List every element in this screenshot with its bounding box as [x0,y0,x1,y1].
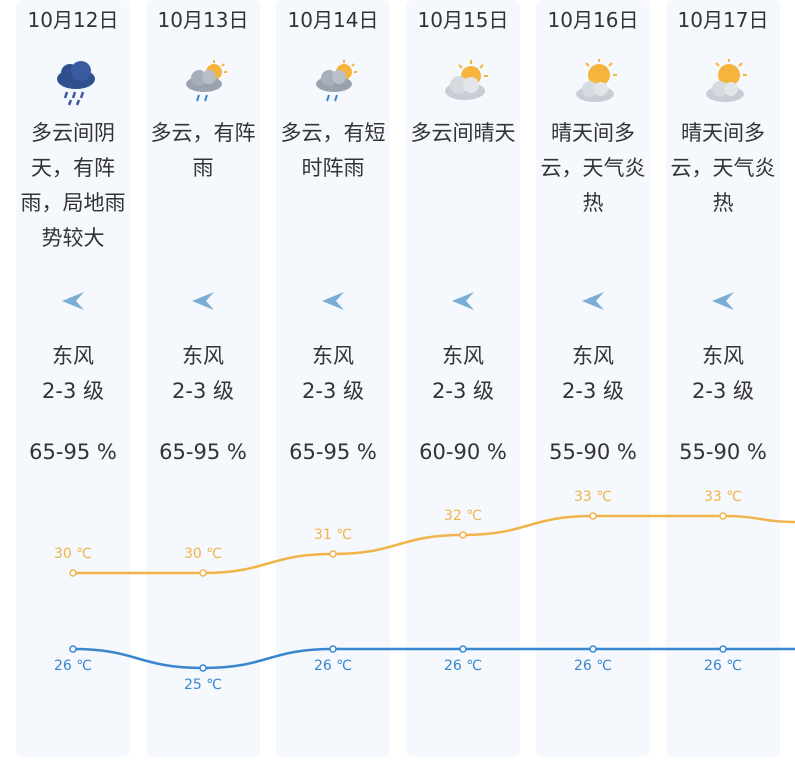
low-temp-point [69,645,77,653]
humidity-range: 60-90 % [419,440,507,464]
low-temp-line [72,647,795,670]
wind-level: 2-3 级 [692,379,754,403]
humidity-range: 55-90 % [679,440,767,464]
wind-arrow-icon [62,292,84,310]
low-temp-point [329,645,337,653]
date-label: 10月13日 [157,8,249,32]
wind-direction: 东风 [52,344,94,368]
wind-level: 2-3 级 [172,379,234,403]
humidity-range: 55-90 % [549,440,637,464]
high-temp-label: 32 ℃ [444,508,482,524]
low-temp-label: 26 ℃ [314,658,352,674]
day-column: 10月13日 多云，有阵雨 东风 2-3 级 65-95 % [146,0,260,757]
wind-direction: 东风 [182,344,224,368]
weather-description: 多云间阴天，有阵雨，局地雨势较大 [20,121,126,250]
high-temp-label: 31 ℃ [314,527,352,543]
day-column: 10月15日 多云间晴天 东风 2-3 级 60-90 % [406,0,520,757]
weather-description: 多云间晴天 [410,121,516,145]
wind-level: 2-3 级 [42,379,104,403]
wind-level: 2-3 级 [302,379,364,403]
high-temp-label: 30 ℃ [54,546,92,562]
high-temp-label: 30 ℃ [184,546,222,562]
wind-arrow-icon [712,292,734,310]
high-temp-line [72,514,795,575]
sunny-cloudy-icon [706,59,747,102]
wind-direction: 东风 [702,344,744,368]
partly-cloudy-icon [445,60,488,100]
date-label: 10月17日 [677,8,769,32]
high-temp-point [69,569,77,577]
sunny-cloudy-icon [576,59,617,102]
day-column: 10月14日 多云，有短时阵雨 东风 2-3 级 65-95 % [276,0,390,757]
low-temp-label: 26 ℃ [574,658,612,674]
cloud-sun-rain-icon [316,60,357,102]
low-temp-point [199,664,207,672]
day-column: 10月12日 多云间阴天，有阵雨，局地雨势较大 东风 2-3 级 65-95 % [16,0,130,757]
date-label: 10月12日 [27,8,119,32]
wind-direction: 东风 [442,344,484,368]
weather-description: 晴天间多云，天气炎热 [670,121,776,215]
low-temp-label: 26 ℃ [444,658,482,674]
wind-arrow-icon [582,292,604,310]
wind-level: 2-3 级 [432,379,494,403]
high-temp-point [589,512,597,520]
high-temp-point [329,550,337,558]
wind-arrow-icon [192,292,214,310]
wind-direction: 东风 [572,344,614,368]
humidity-range: 65-95 % [289,440,377,464]
heavy-rain-icon [57,61,95,106]
weather-description: 多云，有阵雨 [150,121,256,180]
weather-description: 晴天间多云，天气炎热 [540,121,646,215]
date-label: 10月14日 [287,8,379,32]
cloud-sun-rain-icon [186,60,227,102]
date-label: 10月15日 [417,8,509,32]
wind-level: 2-3 级 [562,379,624,403]
wind-direction: 东风 [312,344,354,368]
wind-arrow-icon [322,292,344,310]
weather-description: 多云，有短时阵雨 [280,121,386,180]
day-column: 10月17日 晴天间多云，天气炎热 东风 2-3 级 55-90 % [666,0,780,757]
low-temp-label: 26 ℃ [54,658,92,674]
low-temp-label: 25 ℃ [184,677,222,693]
day-column: 10月16日 晴天间多云，天气炎热 东风 2-3 级 55-90 % [536,0,650,757]
high-temp-point [719,512,727,520]
low-temp-point [589,645,597,653]
low-temp-point [719,645,727,653]
high-temp-label: 33 ℃ [704,489,742,505]
wind-arrow-icon [452,292,474,310]
low-temp-point [459,645,467,653]
low-temp-label: 26 ℃ [704,658,742,674]
high-temp-point [199,569,207,577]
high-temp-point [459,531,467,539]
high-temp-label: 33 ℃ [574,489,612,505]
date-label: 10月16日 [547,8,639,32]
humidity-range: 65-95 % [159,440,247,464]
humidity-range: 65-95 % [29,440,117,464]
